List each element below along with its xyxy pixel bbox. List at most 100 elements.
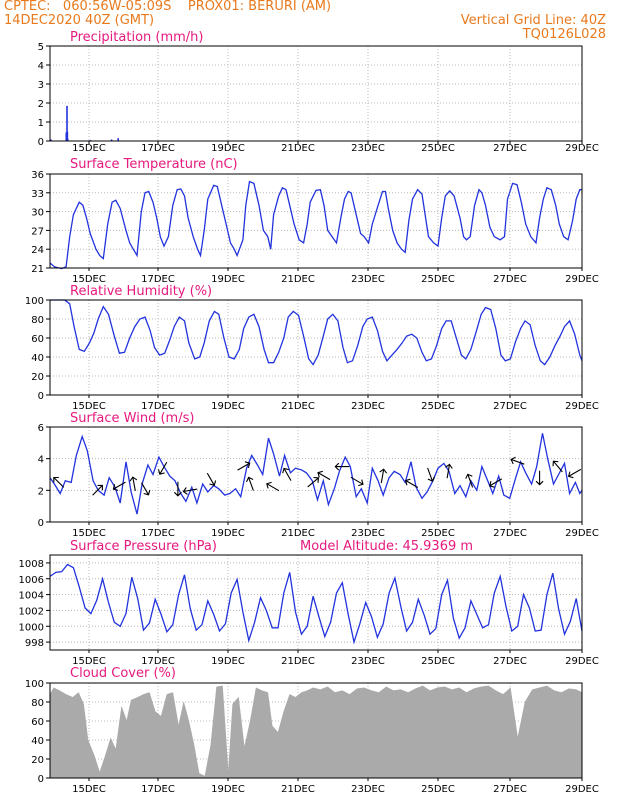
x-tick-label: 21DEC bbox=[281, 784, 315, 795]
panel-frame bbox=[49, 299, 583, 396]
wind-arrow bbox=[317, 470, 331, 481]
x-tick-label: 21DEC bbox=[281, 274, 315, 285]
panel-title: Cloud Cover (%) bbox=[70, 666, 176, 681]
cloud-area bbox=[49, 685, 583, 779]
x-tick-label: 25DEC bbox=[421, 401, 455, 412]
x-tick-label: 15DEC bbox=[72, 784, 106, 795]
wind-arrow bbox=[334, 462, 350, 471]
x-tick-label: 29DEC bbox=[565, 784, 599, 795]
y-tick-label: 0 bbox=[38, 774, 44, 785]
x-tick-label: 19DEC bbox=[211, 401, 245, 412]
y-tick-label: 60 bbox=[31, 717, 44, 728]
wind-arrow bbox=[445, 463, 453, 479]
wind-arrow bbox=[465, 473, 474, 488]
wind-arrow bbox=[510, 456, 525, 465]
panel-frame bbox=[49, 426, 583, 523]
y-tick-label: 40 bbox=[31, 353, 44, 364]
y-tick-label: 3 bbox=[38, 80, 44, 91]
wind-arrow bbox=[92, 484, 103, 496]
panel-title: Surface Wind (m/s) bbox=[70, 411, 194, 426]
wind-arrow bbox=[237, 461, 251, 471]
y-tick-label: 1006 bbox=[19, 575, 44, 586]
panel-frame bbox=[49, 173, 583, 269]
y-tick-label: 0 bbox=[38, 391, 44, 402]
x-tick-label: 29DEC bbox=[565, 656, 599, 667]
x-tick-label: 23DEC bbox=[351, 401, 385, 412]
x-tick-label: 19DEC bbox=[211, 274, 245, 285]
wind-arrow bbox=[141, 482, 151, 496]
wind-arrow bbox=[535, 470, 544, 486]
panel-2: 0 20 40 60 80 100 15DEC 17DEC 19DEC 21DEC 23DEC 25D… bbox=[25, 284, 599, 412]
series-line bbox=[49, 563, 583, 645]
x-tick-label: 29DEC bbox=[565, 401, 599, 412]
wind-arrow bbox=[157, 461, 168, 475]
x-tick-label: 23DEC bbox=[351, 274, 385, 285]
x-tick-label: 17DEC bbox=[141, 143, 175, 154]
x-tick-label: 25DEC bbox=[421, 143, 455, 154]
panel-0: 0 1 2 3 4 5 15DEC 17DEC 19DEC 21DEC 23DEC 25DEC 27DE… bbox=[38, 30, 599, 154]
panel-5: 0 20 40 60 80 100 15DEC 17DEC 19DEC 21DEC 23DEC 25D… bbox=[25, 666, 599, 795]
wind-arrow bbox=[282, 467, 292, 481]
wind-arrow bbox=[174, 481, 182, 497]
precip-bar bbox=[66, 138, 69, 141]
y-tick-label: 1008 bbox=[19, 559, 44, 570]
wind-arrow bbox=[182, 487, 198, 495]
y-tick-label: 1000 bbox=[19, 622, 44, 633]
y-tick-label: 24 bbox=[31, 245, 44, 256]
precip-bar bbox=[50, 139, 52, 141]
y-tick-label: 6 bbox=[38, 423, 44, 434]
y-tick-label: 80 bbox=[31, 698, 44, 709]
x-tick-label: 27DEC bbox=[493, 528, 527, 539]
x-tick-label: 21DEC bbox=[281, 401, 315, 412]
wind-arrow bbox=[350, 476, 364, 487]
x-tick-label: 17DEC bbox=[141, 401, 175, 412]
x-tick-label: 25DEC bbox=[421, 528, 455, 539]
x-tick-label: 19DEC bbox=[211, 143, 245, 154]
x-tick-label: 17DEC bbox=[141, 784, 175, 795]
y-tick-label: 1004 bbox=[19, 591, 44, 602]
model-altitude-note: Model Altitude: 45.9369 m bbox=[300, 539, 473, 554]
x-tick-label: 21DEC bbox=[281, 656, 315, 667]
x-tick-label: 15DEC bbox=[72, 274, 106, 285]
y-tick-label: 100 bbox=[25, 296, 44, 307]
wind-arrow bbox=[307, 476, 319, 488]
panel-4: 998 1000 1002 1004 1006 1008 15DEC 17DEC 19DEC 21… bbox=[19, 539, 599, 667]
x-tick-label: 23DEC bbox=[351, 656, 385, 667]
x-tick-label: 17DEC bbox=[141, 274, 175, 285]
wind-arrow bbox=[266, 481, 280, 492]
y-tick-label: 20 bbox=[31, 755, 44, 766]
panel-3: 0 2 4 6 15DEC 17DEC 19DEC 21DEC 23DEC 25DEC 27DEC 2… bbox=[38, 411, 599, 539]
series-line bbox=[49, 433, 583, 515]
panel-title: Relative Humidity (%) bbox=[70, 284, 212, 299]
x-tick-label: 15DEC bbox=[72, 143, 106, 154]
panel-title: Surface Temperature (nC) bbox=[70, 157, 238, 172]
y-tick-label: 27 bbox=[31, 226, 44, 237]
y-tick-label: 4 bbox=[38, 61, 44, 72]
x-tick-label: 19DEC bbox=[211, 784, 245, 795]
y-tick-label: 2 bbox=[38, 99, 44, 110]
panel-1: 21 24 27 30 33 36 15DEC 17DEC 19DEC 21DEC 23DEC 25D… bbox=[31, 157, 599, 285]
y-tick-label: 36 bbox=[31, 170, 44, 181]
x-tick-label: 29DEC bbox=[565, 528, 599, 539]
wind-arrow bbox=[427, 467, 435, 482]
x-tick-label: 17DEC bbox=[141, 528, 175, 539]
x-tick-label: 27DEC bbox=[493, 274, 527, 285]
precip-bar bbox=[66, 131, 69, 141]
y-tick-label: 40 bbox=[31, 736, 44, 747]
wind-arrow bbox=[53, 476, 65, 488]
wind-arrow bbox=[206, 472, 217, 486]
y-tick-label: 100 bbox=[25, 679, 44, 690]
x-tick-label: 21DEC bbox=[281, 528, 315, 539]
x-tick-label: 25DEC bbox=[421, 274, 455, 285]
x-tick-label: 15DEC bbox=[72, 528, 106, 539]
y-tick-label: 998 bbox=[25, 638, 44, 649]
x-tick-label: 29DEC bbox=[565, 143, 599, 154]
panel-title: Surface Pressure (hPa) bbox=[70, 539, 217, 554]
header-code: TQ0126L028 bbox=[522, 27, 606, 42]
x-tick-label: 25DEC bbox=[421, 656, 455, 667]
header-date: 14DEC2020 40Z (GMT) bbox=[4, 13, 155, 28]
wind-arrow bbox=[379, 468, 388, 484]
y-tick-label: 80 bbox=[31, 315, 44, 326]
wind-arrow bbox=[112, 481, 126, 491]
